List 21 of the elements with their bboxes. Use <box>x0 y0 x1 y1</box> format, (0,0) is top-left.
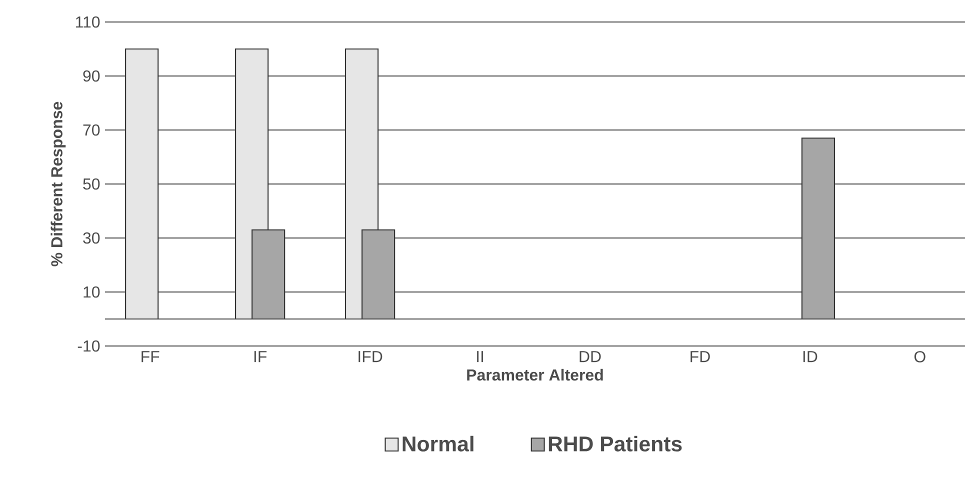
x-tick-label: IF <box>254 351 267 362</box>
y-tick-label: 50 <box>83 178 100 190</box>
y-tick-label: 30 <box>83 232 100 244</box>
y-tick-label: -10 <box>78 340 100 352</box>
y-tick-label: 90 <box>83 70 100 82</box>
x-tick-label: O <box>914 351 926 362</box>
y-tick-label: 110 <box>76 16 100 28</box>
x-tick-label: FF <box>142 351 160 362</box>
x-tick-label: ID <box>803 351 818 362</box>
y-axis-title: % Different Response <box>50 102 66 266</box>
x-tick-label: II <box>477 351 483 362</box>
bar <box>801 138 836 320</box>
bar <box>125 48 159 320</box>
legend-label: Normal <box>402 436 474 452</box>
y-tick-label: 70 <box>83 124 100 136</box>
x-tick-label: DD <box>580 351 601 362</box>
y-tick-label: 10 <box>84 286 100 298</box>
x-tick-label: IFD <box>358 351 382 362</box>
legend-label: RHD Patients <box>548 436 682 452</box>
x-tick-label: FD <box>690 351 710 362</box>
x-axis-title: Parameter Altered <box>467 368 603 381</box>
